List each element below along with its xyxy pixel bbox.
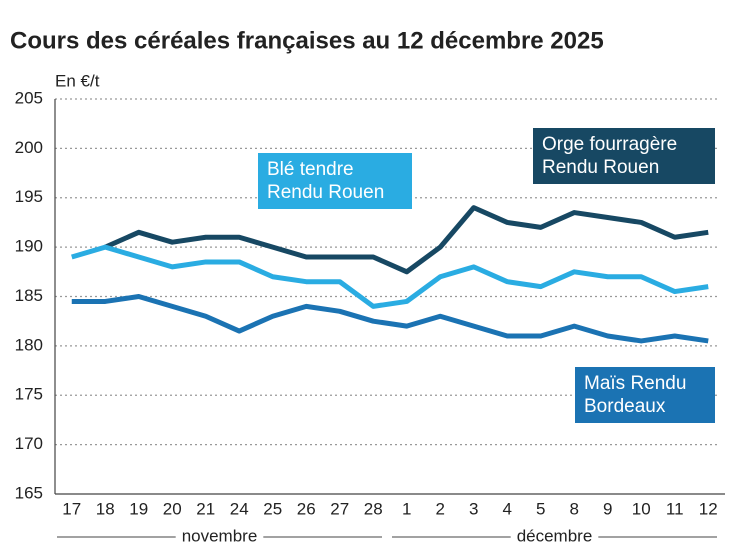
x-tick-label: 27 [330, 499, 349, 518]
x-tick-label: 26 [297, 499, 316, 518]
x-tick-label: 19 [129, 499, 148, 518]
series-line [71, 244, 709, 309]
series-line [71, 294, 709, 344]
y-tick-label: 180 [15, 335, 43, 354]
x-tick-label: 11 [666, 499, 684, 518]
x-tick-label: 5 [536, 499, 545, 518]
x-tick-label: 20 [163, 499, 182, 518]
x-tick-label: 12 [699, 499, 718, 518]
x-tick-label: 9 [603, 499, 612, 518]
y-tick-label: 185 [15, 286, 43, 305]
x-tick-label: 10 [632, 499, 651, 518]
y-tick-label: 200 [15, 138, 43, 157]
y-tick-label: 205 [15, 88, 43, 107]
x-tick-label: 21 [196, 499, 215, 518]
x-tick-label: 25 [263, 499, 282, 518]
y-tick-label: 190 [15, 237, 43, 256]
y-tick-label: 195 [15, 187, 43, 206]
x-tick-label: 24 [230, 499, 249, 518]
series-label: Blé tendre Rendu Rouen [258, 153, 412, 209]
y-axis-label: En €/t [55, 71, 100, 90]
y-tick-label: 175 [15, 385, 43, 404]
chart-title: Cours des céréales françaises au 12 déce… [10, 27, 604, 54]
x-tick-label: 18 [96, 499, 115, 518]
series-label: Orge fourragère Rendu Rouen [533, 128, 715, 184]
x-group-label: novembre [182, 526, 258, 545]
y-tick-label: 165 [15, 483, 43, 502]
x-tick-label: 4 [503, 499, 512, 518]
x-tick-label: 8 [570, 499, 579, 518]
x-tick-label: 3 [469, 499, 478, 518]
x-tick-label: 17 [62, 499, 81, 518]
x-tick-label: 28 [364, 499, 383, 518]
x-tick-label: 1 [402, 499, 411, 518]
x-group-label: décembre [517, 526, 593, 545]
y-tick-label: 170 [15, 434, 43, 453]
series-line [104, 205, 709, 275]
x-tick-label: 2 [436, 499, 445, 518]
series-label: Maïs Rendu Bordeaux [575, 367, 715, 423]
